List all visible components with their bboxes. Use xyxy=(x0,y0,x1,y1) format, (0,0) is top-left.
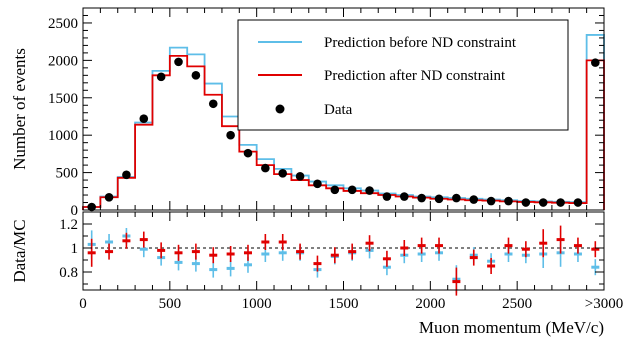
data-point xyxy=(191,71,201,80)
data-point xyxy=(452,193,461,203)
ratio-point-after xyxy=(139,231,148,248)
y-tick-label: 0 xyxy=(71,203,79,219)
data-point xyxy=(226,130,235,140)
y-tick-label: 1500 xyxy=(48,91,78,107)
data-point xyxy=(417,193,426,203)
y-tick-label: 500 xyxy=(56,166,79,182)
ratio-y-tick-label: 0.8 xyxy=(59,265,78,281)
ratio-point-after xyxy=(278,234,287,250)
data-point xyxy=(556,198,565,207)
data-point xyxy=(469,195,479,204)
legend-label-after: Prediction after ND constraint xyxy=(324,68,506,84)
data-point xyxy=(486,196,496,206)
ratio-point-after xyxy=(105,243,114,260)
data-point xyxy=(504,196,513,206)
ratio-point-after xyxy=(191,243,200,260)
ratio-point-after xyxy=(348,243,357,260)
ratio-point-after xyxy=(556,225,565,254)
ratio-point-before xyxy=(591,259,600,276)
x-axis-title: Muon momentum (MeV/c) xyxy=(419,318,604,337)
ratio-point-before xyxy=(226,260,235,277)
data-point xyxy=(139,114,149,124)
data-point xyxy=(591,58,600,67)
data-point xyxy=(347,185,357,195)
legend-label-data: Data xyxy=(324,102,353,118)
ratio-point-after xyxy=(591,241,600,258)
data-point xyxy=(573,198,583,207)
bottom-plot-frame xyxy=(82,211,605,291)
ratio-point-after xyxy=(487,258,496,274)
x-tick-label: 1500 xyxy=(329,296,359,312)
data-point xyxy=(104,192,114,202)
ratio-point-after xyxy=(435,237,444,254)
x-tick-label: 2000 xyxy=(415,296,445,312)
ratio-y-tick-label: 1.2 xyxy=(59,217,78,233)
ratio-point-after xyxy=(417,237,426,254)
ratio-point-after xyxy=(469,249,478,266)
bottom-y-ticks: 0.8 1 1.2 xyxy=(59,217,604,285)
ratio-point-after xyxy=(87,238,96,267)
data-points xyxy=(87,57,600,212)
data-point xyxy=(208,99,218,109)
top-panel: 0 500 1000 1500 2000 2500 Number of events Pr… xyxy=(10,7,605,219)
y-tick-label: 2500 xyxy=(48,16,78,32)
data-point xyxy=(313,179,322,189)
x-tick-label: 0 xyxy=(79,296,87,312)
top-y-ticks: 0 500 1000 1500 2000 2500 xyxy=(48,7,604,219)
data-point xyxy=(521,198,531,207)
ratio-point-after xyxy=(521,241,530,258)
data-point xyxy=(382,192,392,201)
data-point xyxy=(434,194,444,204)
ratio-point-after xyxy=(209,247,218,264)
ratio-y-axis-title: Data/MC xyxy=(10,219,29,282)
ratio-points xyxy=(87,225,600,296)
data-point xyxy=(174,57,183,67)
ratio-y-tick-label: 1 xyxy=(71,241,79,257)
ratio-point-after xyxy=(365,235,374,252)
x-tick-label: 500 xyxy=(159,296,182,312)
ratio-point-after xyxy=(400,240,409,256)
ratio-point-after xyxy=(313,255,322,272)
data-point xyxy=(538,198,548,207)
data-point xyxy=(365,186,374,195)
data-point xyxy=(243,148,253,158)
ratio-point-after xyxy=(261,234,270,250)
bottom-panel: 0.8 1 1.2 0 500 1000 1500 2000 2500 >3000 Data/M… xyxy=(10,8,623,337)
ratio-point-after xyxy=(226,246,235,262)
ratio-point-after xyxy=(296,243,305,260)
ratio-point-after xyxy=(452,267,461,296)
y-tick-label: 2000 xyxy=(48,53,78,69)
ratio-point-after xyxy=(330,247,339,264)
x-tick-label: >3000 xyxy=(585,296,623,312)
y-axis-title: Number of events xyxy=(10,48,29,170)
ratio-point-after xyxy=(157,242,166,259)
x-tick-label: 1000 xyxy=(242,296,272,312)
data-point xyxy=(330,185,340,195)
data-point xyxy=(87,202,96,212)
ratio-point-after xyxy=(243,244,252,261)
x-ticks: 0 500 1000 1500 2000 2500 >3000 xyxy=(79,8,623,312)
ratio-point-before xyxy=(209,261,218,278)
ratio-point-after xyxy=(122,232,131,249)
data-point xyxy=(278,169,288,178)
legend: Prediction before ND constraint Predicti… xyxy=(237,19,569,131)
data-point xyxy=(295,172,305,181)
ratio-point-after xyxy=(539,229,548,258)
data-point xyxy=(261,163,270,173)
ratio-point-after xyxy=(382,250,391,267)
ratio-point-after xyxy=(174,244,183,261)
ratio-point-after xyxy=(504,237,513,254)
legend-swatch-data xyxy=(275,104,285,114)
legend-label-before: Prediction before ND constraint xyxy=(324,35,517,51)
data-point xyxy=(156,72,166,82)
ratio-point-after xyxy=(573,237,582,254)
y-tick-label: 1000 xyxy=(48,128,78,144)
data-point xyxy=(122,170,131,180)
data-point xyxy=(399,192,409,201)
x-tick-label: 2500 xyxy=(502,296,532,312)
